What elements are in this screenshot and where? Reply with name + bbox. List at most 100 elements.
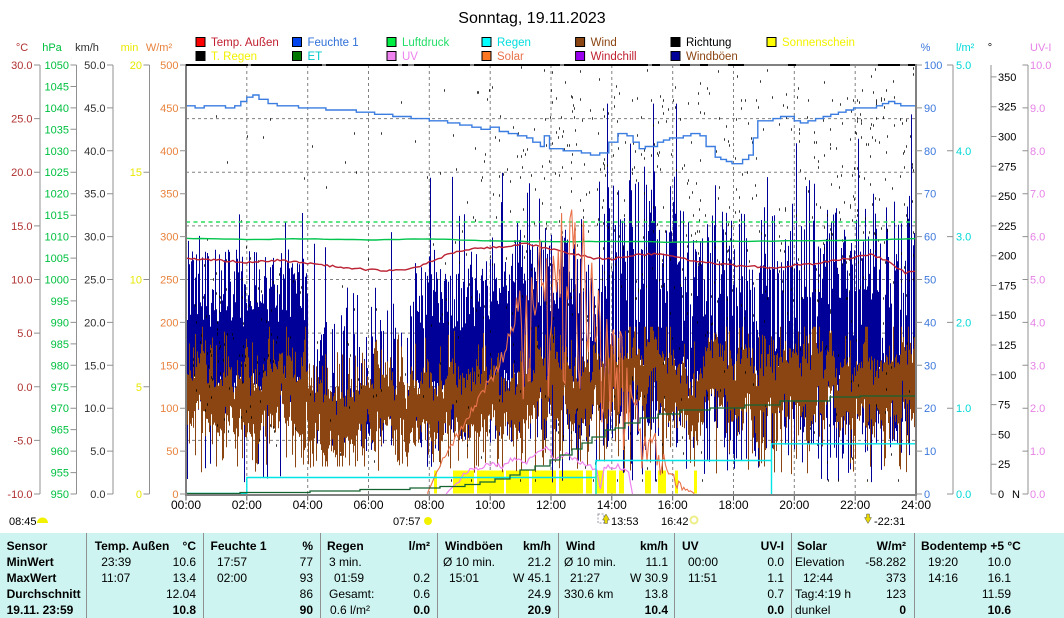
svg-text:10: 10 [924,446,936,458]
svg-text:16:42: 16:42 [661,516,689,528]
svg-text:200: 200 [998,251,1016,263]
svg-text:-10.0: -10.0 [7,489,32,501]
svg-text:25.0: 25.0 [11,114,32,126]
svg-text:20:00: 20:00 [779,498,809,512]
svg-text:Feuchte 1: Feuchte 1 [308,37,359,49]
svg-text:-22:31: -22:31 [874,516,905,528]
svg-text:950: 950 [51,489,69,501]
svg-text:250: 250 [998,191,1016,203]
svg-text:1000: 1000 [45,275,69,287]
svg-text:250: 250 [160,275,178,287]
svg-text:225: 225 [998,221,1016,233]
svg-text:W/m²: W/m² [146,42,173,54]
svg-text:125: 125 [998,340,1016,352]
svg-text:Regen: Regen [497,37,531,49]
svg-text:15: 15 [130,167,142,179]
svg-text:30.0: 30.0 [11,60,32,72]
svg-text:l/m²: l/m² [956,42,975,54]
svg-text:100: 100 [160,403,178,415]
svg-text:3.0: 3.0 [956,232,971,244]
svg-text:20.0: 20.0 [11,167,32,179]
svg-text:325: 325 [998,102,1016,114]
svg-text:08:00: 08:00 [414,498,444,512]
svg-text:Sonnenschein: Sonnenschein [782,37,855,49]
svg-text:5.0: 5.0 [956,60,971,72]
svg-text:25: 25 [998,459,1010,471]
svg-text:0.0: 0.0 [17,382,32,394]
svg-text:-5.0: -5.0 [14,435,33,447]
svg-text:0: 0 [172,489,178,501]
svg-text:min: min [121,42,139,54]
svg-text:1020: 1020 [45,189,69,201]
svg-text:04:00: 04:00 [293,498,323,512]
svg-text:970: 970 [51,403,69,415]
svg-text:22:00: 22:00 [840,498,870,512]
svg-text:Luftdruck: Luftdruck [402,37,450,49]
svg-text:75: 75 [998,400,1010,412]
svg-text:Richtung: Richtung [686,37,731,49]
svg-text:1040: 1040 [45,103,69,115]
svg-text:350: 350 [998,72,1016,84]
svg-text:20: 20 [924,403,936,415]
svg-text:50: 50 [166,446,178,458]
svg-text:T. Regen: T. Regen [211,51,257,63]
svg-text:UV: UV [402,51,418,63]
svg-text:14:00: 14:00 [597,498,627,512]
svg-text:955: 955 [51,468,69,480]
svg-text:3.0: 3.0 [1030,360,1045,372]
svg-text:1010: 1010 [45,232,69,244]
svg-text:10.0: 10.0 [1030,60,1051,72]
svg-text:4.0: 4.0 [956,146,971,158]
svg-text:965: 965 [51,425,69,437]
svg-text:100: 100 [998,370,1016,382]
svg-text:0: 0 [998,489,1004,501]
svg-text:40.0: 40.0 [84,146,105,158]
svg-text:1015: 1015 [45,210,69,222]
svg-text:985: 985 [51,339,69,351]
svg-text:275: 275 [998,161,1016,173]
svg-text:175: 175 [998,281,1016,293]
svg-text:4.0: 4.0 [1030,317,1045,329]
svg-text:2.0: 2.0 [956,317,971,329]
svg-text:100: 100 [924,60,942,72]
svg-text:35.0: 35.0 [84,189,105,201]
svg-text:Windböen: Windböen [686,51,738,63]
svg-text:1025: 1025 [45,167,69,179]
svg-text:200: 200 [160,317,178,329]
svg-text:80: 80 [924,146,936,158]
svg-text:10: 10 [130,275,142,287]
svg-text:18:00: 18:00 [718,498,748,512]
svg-text:90: 90 [924,103,936,115]
svg-text:50.0: 50.0 [84,60,105,72]
svg-text:UV-I: UV-I [1030,42,1051,54]
svg-text:5: 5 [136,382,142,394]
svg-text:07:57: 07:57 [393,516,421,528]
svg-text:1.0: 1.0 [1030,446,1045,458]
svg-text:350: 350 [160,189,178,201]
svg-text:°C: °C [16,42,28,54]
svg-text:7.0: 7.0 [1030,189,1045,201]
svg-text:10.0: 10.0 [11,275,32,287]
svg-text:1005: 1005 [45,253,69,265]
svg-text:5.0: 5.0 [1030,275,1045,287]
svg-text:150: 150 [160,360,178,372]
svg-text:400: 400 [160,146,178,158]
svg-text:70: 70 [924,189,936,201]
svg-text:1030: 1030 [45,146,69,158]
svg-text:995: 995 [51,296,69,308]
svg-text:0: 0 [136,489,142,501]
svg-text:Wind: Wind [591,37,617,49]
svg-text:ET: ET [308,51,323,63]
svg-text:9.0: 9.0 [1030,103,1045,115]
svg-text:20.0: 20.0 [84,317,105,329]
svg-text:13:53: 13:53 [611,516,639,528]
svg-text:10:00: 10:00 [475,498,505,512]
svg-text:1050: 1050 [45,60,69,72]
svg-text:150: 150 [998,310,1016,322]
svg-text:15.0: 15.0 [11,221,32,233]
svg-text:45.0: 45.0 [84,103,105,115]
svg-text:06:00: 06:00 [353,498,383,512]
svg-text:10.0: 10.0 [84,403,105,415]
svg-text:1.0: 1.0 [956,403,971,415]
svg-text:50: 50 [998,429,1010,441]
